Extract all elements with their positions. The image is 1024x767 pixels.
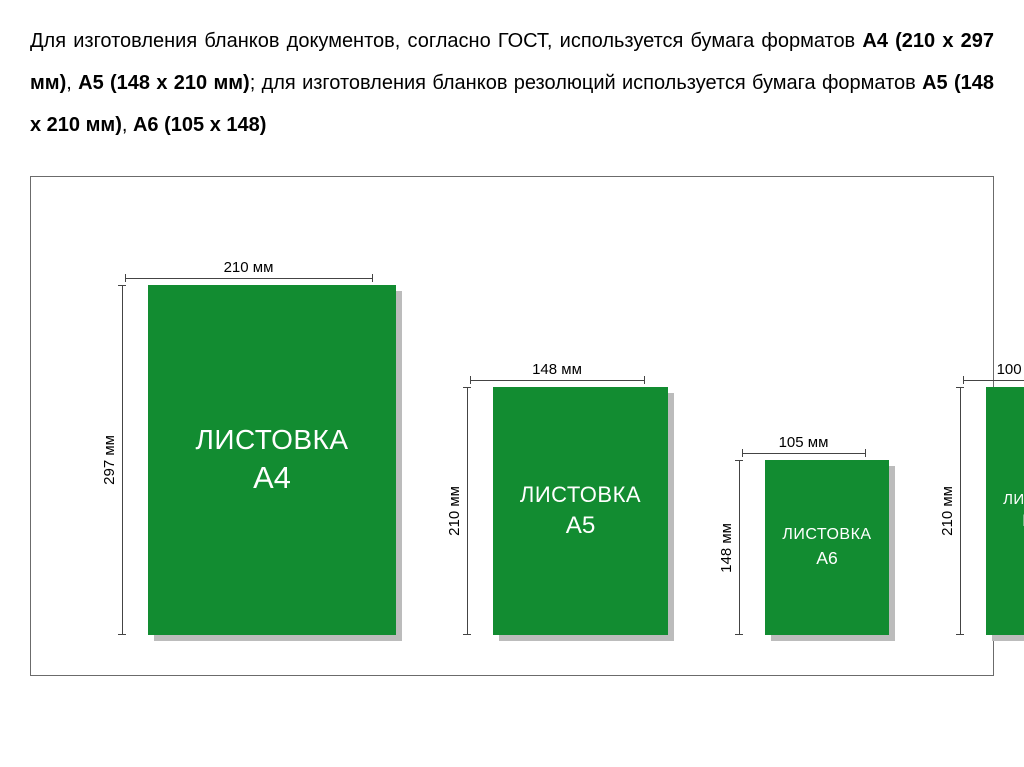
height-dimension-bar	[960, 387, 961, 635]
height-label: 148 мм	[718, 523, 735, 573]
intro-bold-a5: А5 (148 х 210 мм)	[78, 72, 250, 94]
width-label: 100 мм	[963, 361, 1024, 378]
format-rect: ЛИСТОВКА А4	[148, 285, 396, 635]
rect-subtitle: А4	[253, 460, 291, 496]
rect-title: ЛИСТОВКА	[782, 526, 871, 544]
intro-paragraph: Для изготовления бланков документов, сог…	[30, 20, 994, 146]
intro-text: ,	[66, 72, 78, 94]
width-label: 210 мм	[125, 259, 373, 276]
height-label: 210 мм	[446, 486, 463, 536]
rect-title: ЛИСТОВКА	[520, 482, 641, 508]
rect-title: ЛИСТОВКА	[1003, 491, 1024, 508]
height-dimension-bar	[739, 460, 740, 635]
intro-text: ,	[122, 114, 133, 136]
height-label: 210 мм	[939, 486, 956, 536]
width-label: 148 мм	[470, 361, 645, 378]
format-euro: 100 мм 210 мм ЛИСТОВКАЕВРО	[939, 361, 1024, 635]
format-a6: 105 мм 148 мм ЛИСТОВКА А6	[718, 434, 889, 635]
height-label: 297 мм	[101, 435, 118, 485]
width-dimension-bar	[470, 380, 645, 381]
height-dimension-bar	[122, 285, 123, 635]
intro-bold-a6: А6 (105 х 148)	[133, 114, 266, 136]
rect-subtitle: А5	[566, 512, 596, 540]
intro-text: ; для изготовления бланков резолюций исп…	[250, 72, 922, 94]
intro-text: Для изготовления бланков документов, сог…	[30, 30, 862, 52]
format-rect: ЛИСТОВКА А6	[765, 460, 889, 635]
width-dimension-bar	[125, 278, 373, 279]
format-rect: ЛИСТОВКАЕВРО	[986, 387, 1024, 635]
width-dimension-bar	[963, 380, 1024, 381]
height-dimension-bar	[467, 387, 468, 635]
rect-title: ЛИСТОВКА	[195, 424, 348, 456]
format-a5: 148 мм 210 мм ЛИСТОВКА А5	[446, 361, 668, 635]
format-a4: 210 мм 297 мм ЛИСТОВКА А4	[101, 259, 396, 635]
format-rect: ЛИСТОВКА А5	[493, 387, 668, 635]
rect-subtitle: А6	[816, 548, 838, 569]
width-label: 105 мм	[742, 434, 866, 451]
paper-formats-diagram: 210 мм 297 мм ЛИСТОВКА А4 148 мм 210 мм ЛИСТОВ…	[30, 176, 994, 676]
width-dimension-bar	[742, 453, 866, 454]
